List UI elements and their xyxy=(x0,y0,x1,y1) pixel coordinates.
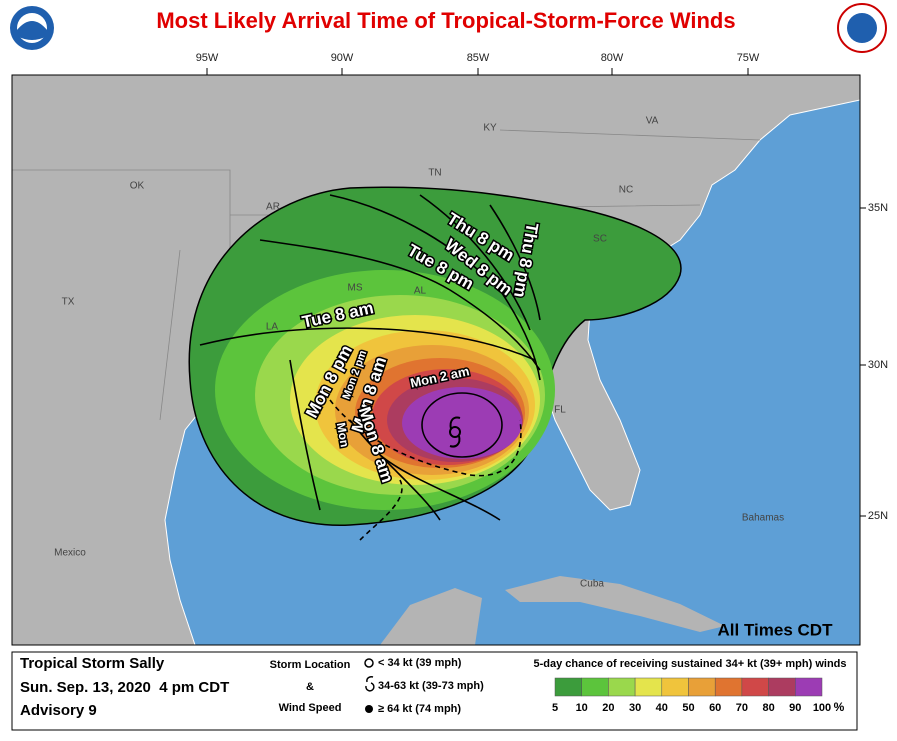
scale-swatch xyxy=(581,677,609,697)
place-label: AL xyxy=(414,286,427,297)
scale-label: 10 xyxy=(576,702,588,714)
lat-label: 30N xyxy=(868,359,888,371)
symbol-label: < 34 kt (39 mph) xyxy=(378,657,462,669)
scale-label: 70 xyxy=(736,702,748,714)
title: Most Likely Arrival Time of Tropical-Sto… xyxy=(156,8,735,33)
place-label: LA xyxy=(266,322,279,333)
scale-label: 20 xyxy=(602,702,614,714)
yucatan xyxy=(380,588,482,645)
scale-swatch xyxy=(554,677,582,697)
symbols-title: Storm Location xyxy=(270,659,351,671)
map: Thu 8 pm Wed 8 pm Tue 8 pm Thu 8 pm Tue … xyxy=(12,75,860,645)
scale-label: 30 xyxy=(629,702,641,714)
advisory: Advisory 9 xyxy=(20,702,97,719)
symbol-low xyxy=(364,658,374,668)
map-frame xyxy=(11,74,861,646)
scale-swatch xyxy=(661,677,689,697)
scale-unit: % xyxy=(834,700,845,714)
scale-swatch xyxy=(714,677,743,697)
place-label: AR xyxy=(266,202,280,213)
scale-swatch xyxy=(768,677,796,697)
lon-label: 95W xyxy=(196,52,219,64)
symbol-ts xyxy=(365,676,375,692)
place-label: OK xyxy=(130,181,145,192)
place-label: FL xyxy=(554,405,566,416)
scale-label: 50 xyxy=(682,702,694,714)
nws-logo xyxy=(837,3,887,53)
scale-swatch xyxy=(634,677,663,697)
scale-swatch xyxy=(795,677,823,697)
scale-label: 100 xyxy=(813,702,831,714)
scale-swatch xyxy=(608,677,636,697)
storm-name: Tropical Storm Sally xyxy=(20,655,165,672)
lon-label: 80W xyxy=(601,52,624,64)
place-label: NC xyxy=(619,185,633,196)
prob-ring xyxy=(402,387,522,459)
scale-label: 40 xyxy=(656,702,668,714)
place-label: VA xyxy=(646,116,659,127)
place-label: SC xyxy=(593,234,607,245)
symbols-title: & xyxy=(306,681,314,693)
place-label: TX xyxy=(62,297,75,308)
scale-label: 5 xyxy=(552,702,558,714)
symbol-label: 34-63 kt (39-73 mph) xyxy=(378,680,484,692)
lat-label: 25N xyxy=(868,510,888,522)
contours xyxy=(199,194,541,541)
place-label: Cuba xyxy=(580,579,604,590)
place-label: Bahamas xyxy=(742,513,784,524)
lat-label: 35N xyxy=(868,202,888,214)
place-label: KY xyxy=(483,123,497,134)
time-label: Mon xyxy=(334,421,352,448)
lon-label: 75W xyxy=(737,52,760,64)
scale-label: 80 xyxy=(762,702,774,714)
symbols-title: Wind Speed xyxy=(279,702,342,714)
scale-swatch xyxy=(688,677,716,697)
place-label: MS xyxy=(348,283,363,294)
scale-swatch xyxy=(741,677,769,697)
storm-symbol xyxy=(449,416,461,448)
symbol-hurricane xyxy=(365,705,373,713)
lon-label: 90W xyxy=(331,52,354,64)
scale-label: 90 xyxy=(789,702,801,714)
cuba xyxy=(505,576,725,632)
symbol-label: ≥ 64 kt (74 mph) xyxy=(378,703,461,715)
scale-label: 60 xyxy=(709,702,721,714)
noaa-logo xyxy=(10,6,54,50)
scale-title: 5-day chance of receiving sustained 34+ … xyxy=(534,658,847,670)
place-label: TN xyxy=(428,168,441,179)
time-note: All Times CDT xyxy=(718,620,834,639)
storm-date: Sun. Sep. 13, 2020 4 pm CDT xyxy=(20,679,229,696)
place-label: Mexico xyxy=(54,548,86,559)
lon-label: 85W xyxy=(467,52,490,64)
